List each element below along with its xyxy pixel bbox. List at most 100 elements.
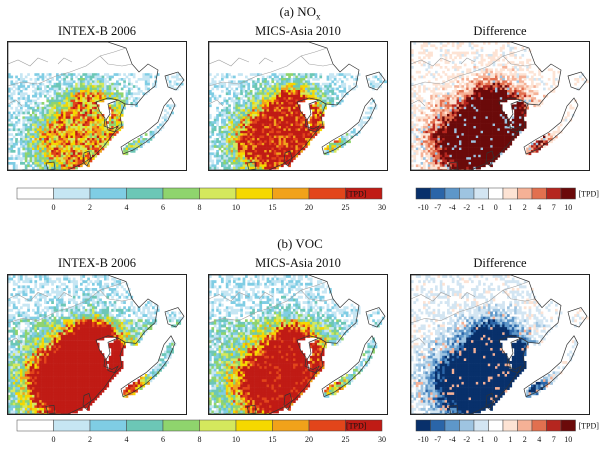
grid-cell [427, 116, 431, 120]
grid-cell [36, 128, 40, 132]
grid-cell [96, 138, 100, 141]
grid-cell [261, 138, 265, 141]
grid-cell [475, 90, 479, 93]
grid-cell [51, 162, 54, 165]
grid-cell [273, 87, 277, 91]
grid-cell [228, 109, 231, 112]
grid-cell [111, 118, 114, 122]
grid-cell [521, 63, 525, 67]
grid-cell [87, 135, 90, 139]
grid-cell [75, 164, 78, 168]
grid-cell [281, 123, 284, 127]
grid-cell [118, 118, 122, 122]
grid-cell [483, 92, 486, 96]
grid-cell [528, 145, 532, 148]
grid-cell [266, 90, 270, 93]
grid-cell [261, 135, 265, 139]
grid-cell [283, 116, 287, 120]
grid-cell [223, 166, 227, 170]
grid-cell [463, 123, 467, 127]
grid-cell [384, 80, 387, 84]
grid-cell [240, 73, 243, 76]
grid-cell [230, 123, 234, 127]
grid-cell [32, 90, 35, 93]
emission-cells [411, 42, 589, 170]
grid-cell [108, 82, 112, 86]
grid-cell [533, 90, 537, 93]
grid-cell [285, 116, 289, 120]
grid-cell [46, 97, 50, 100]
grid-cell [273, 130, 277, 134]
grid-cell [367, 78, 371, 81]
grid-cell [487, 99, 491, 103]
grid-cell [511, 78, 515, 81]
grid-cell [499, 109, 503, 112]
grid-cell [567, 114, 570, 117]
grid-cell [288, 82, 291, 86]
grid-cell [94, 85, 98, 88]
grid-cell [502, 82, 505, 86]
grid-cell [39, 140, 42, 144]
grid-cell [427, 80, 431, 84]
grid-cell [70, 114, 74, 117]
grid-cell [254, 140, 258, 144]
grid-cell [228, 142, 231, 146]
grid-cell [297, 114, 301, 117]
grid-cell [87, 90, 90, 93]
grid-cell [473, 135, 477, 139]
grid-cell [295, 109, 299, 112]
grid-cell [32, 123, 35, 127]
grid-cell [317, 85, 320, 88]
grid-cell [63, 154, 66, 158]
grid-cell [430, 140, 433, 144]
grid-cell [420, 126, 424, 129]
grid-cell [581, 78, 585, 81]
grid-cell [32, 159, 35, 163]
grid-cell [499, 82, 503, 86]
grid-cell [475, 92, 479, 96]
grid-cell [531, 142, 534, 146]
grid-cell [65, 159, 69, 163]
grid-cell [444, 56, 448, 60]
grid-cell [302, 142, 306, 146]
grid-cell [140, 78, 143, 81]
grid-cell [233, 123, 236, 127]
grid-cell [39, 90, 42, 93]
grid-cell [216, 87, 219, 91]
grid-cell [483, 78, 486, 81]
grid-cell [53, 104, 57, 108]
grid-cell [449, 99, 453, 103]
grid-cell [39, 130, 42, 134]
grid-cell [283, 142, 287, 146]
grid-cell [456, 114, 460, 117]
grid-cell [228, 85, 231, 88]
grid-cell [221, 118, 224, 122]
grid-cell [317, 104, 320, 108]
grid-cell [252, 130, 255, 134]
grid-cell [285, 140, 289, 144]
grid-cell [435, 138, 438, 141]
grid-cell [420, 116, 424, 120]
grid-cell [65, 121, 69, 124]
grid-cell [295, 104, 299, 108]
grid-cell [125, 150, 129, 153]
grid-cell [233, 114, 236, 117]
grid-cell [348, 85, 351, 88]
grid-cell [475, 130, 479, 134]
grid-cell [230, 97, 234, 100]
grid-cell [492, 123, 496, 127]
grid-cell [261, 154, 265, 158]
grid-cell [454, 97, 457, 100]
grid-cell [285, 102, 289, 105]
grid-cell [430, 44, 433, 48]
grid-cell [288, 75, 291, 79]
grid-cell [447, 126, 450, 129]
grid-cell [466, 145, 469, 148]
grid-cell [46, 121, 50, 124]
grid-cell [68, 94, 71, 98]
grid-cell [32, 166, 35, 170]
grid-cell [430, 130, 433, 134]
grid-cell [72, 116, 76, 120]
grid-cell [459, 75, 462, 79]
grid-cell [235, 97, 239, 100]
